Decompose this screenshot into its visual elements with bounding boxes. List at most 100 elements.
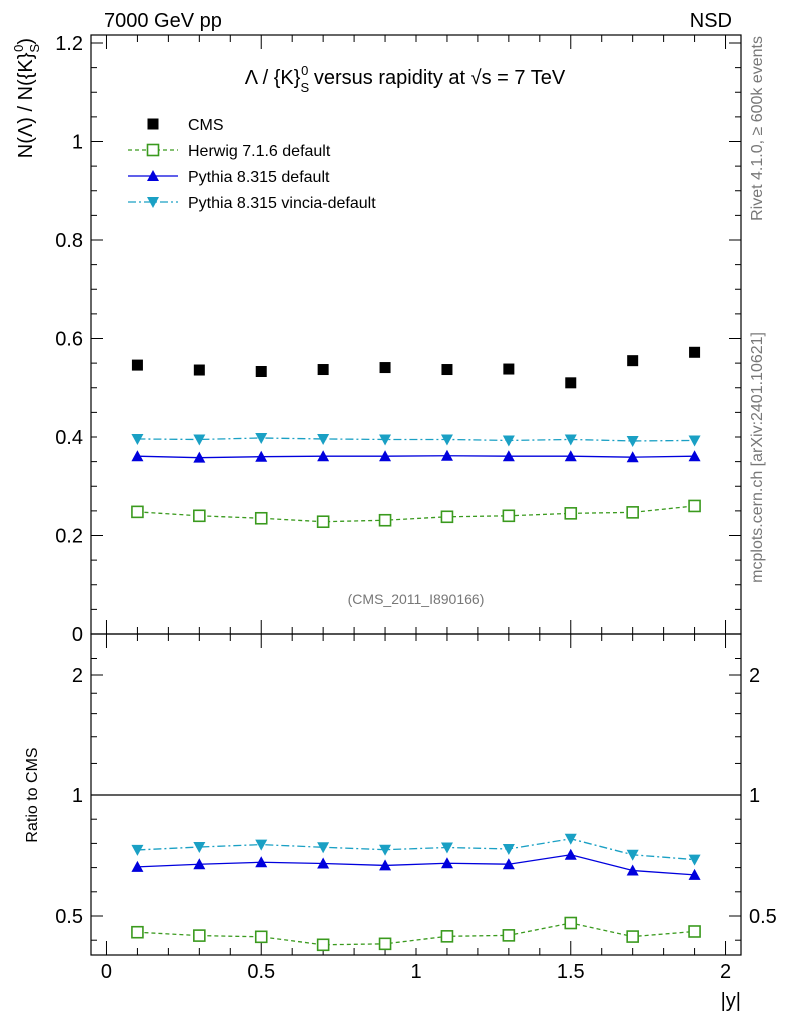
main-y-tick-label: 0 — [72, 624, 83, 646]
ratio-point-pythia-8-315-vincia-default — [564, 833, 577, 845]
ratio-y-tick-label: 2 — [72, 665, 83, 687]
x-tick-label: 0 — [101, 961, 112, 983]
main-point-pythia-8-315-vincia-default — [688, 435, 701, 447]
main-point-herwig-7-1-6-default — [193, 509, 206, 523]
legend-label-cms: CMS — [188, 117, 224, 134]
main-point-pythia-8-315-vincia-default — [131, 433, 144, 445]
legend-label-herwig-7-1-6-default: Herwig 7.1.6 default — [188, 143, 331, 160]
header-right-label: NSD — [690, 10, 732, 32]
main-point-herwig-7-1-6-default — [378, 513, 392, 527]
mcplots-label: mcplots.cern.ch [arXiv:2401.10621] — [749, 332, 766, 583]
main-point-pythia-8-315-default — [131, 450, 144, 462]
ratio-point-herwig-7-1-6-default — [378, 937, 392, 951]
ratio-point-herwig-7-1-6-default — [193, 929, 206, 942]
ratio-point-herwig-7-1-6-default — [440, 930, 454, 943]
main-point-cms — [503, 363, 515, 375]
ratio-point-pythia-8-315-default — [502, 858, 515, 870]
ratio-y-tick-label: 1 — [72, 785, 83, 807]
main-point-pythia-8-315-vincia-default — [626, 435, 639, 447]
main-point-herwig-7-1-6-default — [626, 506, 639, 519]
main-point-pythia-8-315-default — [626, 451, 639, 463]
main-point-cms — [379, 362, 391, 374]
x-axis-label: |y| — [721, 990, 741, 1012]
main-point-cms — [193, 364, 205, 376]
main-point-herwig-7-1-6-default — [688, 499, 701, 513]
ratio-point-herwig-7-1-6-default — [626, 930, 639, 943]
main-y-tick-label: 0.2 — [55, 526, 83, 548]
ratio-point-pythia-8-315-default — [131, 860, 144, 872]
main-point-herwig-7-1-6-default — [440, 510, 454, 524]
main-point-pythia-8-315-vincia-default — [502, 435, 515, 447]
legend-label-pythia-8-315-default: Pythia 8.315 default — [188, 169, 330, 186]
ratio-point-herwig-7-1-6-default — [316, 938, 330, 952]
ratio-series-line-pythia-8-315-default — [137, 854, 695, 876]
main-series-layer — [131, 346, 701, 529]
main-point-pythia-8-315-default — [502, 450, 515, 462]
main-point-pythia-8-315-default — [317, 450, 330, 462]
ratio-point-pythia-8-315-default — [440, 857, 453, 869]
main-y-tick-label: 1.2 — [55, 33, 83, 55]
main-y-tick-label: 0.6 — [55, 329, 83, 351]
ratio-point-pythia-8-315-default — [317, 857, 330, 869]
main-point-herwig-7-1-6-default — [254, 511, 268, 525]
ratio-point-pythia-8-315-default — [255, 856, 268, 868]
x-tick-label: 2 — [720, 961, 731, 983]
ratio-point-pythia-8-315-default — [193, 858, 206, 870]
x-tick-label: 0.5 — [247, 961, 275, 983]
legend: CMS Herwig 7.1.6 default Pythia 8.315 defa… — [128, 117, 376, 212]
main-point-pythia-8-315-default — [440, 449, 453, 461]
ratio-series-line-herwig-7-1-6-default — [137, 922, 695, 946]
main-point-herwig-7-1-6-default — [131, 505, 144, 519]
main-point-cms — [317, 364, 329, 376]
ratio-y-tick-label-right: 0.5 — [749, 906, 777, 928]
ratio-point-herwig-7-1-6-default — [502, 929, 516, 942]
main-series-line-pythia-8-315-default — [137, 455, 695, 459]
ratio-point-pythia-8-315-vincia-default — [502, 843, 515, 855]
ratio-y-tick-label: 0.5 — [55, 906, 83, 928]
ratio-point-pythia-8-315-vincia-default — [131, 844, 144, 856]
ratio-point-herwig-7-1-6-default — [564, 916, 578, 930]
main-point-pythia-8-315-default — [688, 450, 701, 462]
ratio-point-herwig-7-1-6-default — [131, 925, 144, 939]
main-point-herwig-7-1-6-default — [316, 515, 330, 529]
ratio-point-pythia-8-315-vincia-default — [688, 854, 701, 866]
ratio-point-pythia-8-315-vincia-default — [626, 849, 639, 861]
main-point-pythia-8-315-default — [564, 450, 577, 462]
main-point-pythia-8-315-default — [193, 451, 206, 463]
main-point-pythia-8-315-vincia-default — [255, 432, 268, 444]
main-point-cms — [255, 365, 267, 377]
main-y-tick-label: 0.8 — [55, 230, 83, 252]
ratio-y-axis-label: Ratio to CMS — [24, 747, 41, 842]
main-point-pythia-8-315-vincia-default — [193, 434, 206, 446]
rivet-label: Rivet 4.1.0, ≥ 600k events — [749, 36, 766, 221]
main-point-pythia-8-315-vincia-default — [317, 433, 330, 445]
ratio-point-herwig-7-1-6-default — [254, 930, 268, 944]
legend-marker-pythia-8-315-default — [147, 170, 159, 181]
ratio-y-tick-label-right: 1 — [749, 785, 760, 807]
main-point-pythia-8-315-vincia-default — [564, 434, 577, 446]
x-tick-label: 1 — [410, 961, 421, 983]
main-series-line-pythia-8-315-vincia-default — [137, 437, 695, 442]
ratio-point-pythia-8-315-default — [564, 848, 577, 860]
ratio-point-pythia-8-315-default — [688, 868, 701, 880]
ratio-point-herwig-7-1-6-default — [688, 925, 701, 938]
x-tick-label: 1.5 — [557, 961, 585, 983]
ratio-y-tick-label-right: 2 — [749, 665, 760, 687]
main-y-tick-label: 0.4 — [55, 427, 83, 449]
legend-marker-pythia-8-315-vincia-default — [147, 197, 159, 208]
ratio-point-pythia-8-315-default — [379, 859, 392, 871]
legend-label-pythia-8-315-vincia-default: Pythia 8.315 vincia-default — [188, 195, 376, 212]
ratio-point-pythia-8-315-default — [626, 864, 639, 876]
main-y-tick-label: 1 — [72, 132, 83, 154]
main-point-pythia-8-315-default — [379, 450, 392, 462]
main-point-pythia-8-315-vincia-default — [379, 434, 392, 446]
main-point-pythia-8-315-vincia-default — [440, 434, 453, 446]
main-point-cms — [689, 346, 701, 358]
main-series-line-herwig-7-1-6-default — [137, 505, 695, 523]
ratio-point-pythia-8-315-vincia-default — [255, 839, 268, 851]
legend-marker-cms — [147, 118, 159, 130]
main-point-herwig-7-1-6-default — [502, 509, 516, 523]
chart-title: Λ / {K}S0 versus rapidity at √s = 7 TeV — [245, 63, 566, 95]
ratio-series-line-pythia-8-315-vincia-default — [137, 838, 695, 861]
